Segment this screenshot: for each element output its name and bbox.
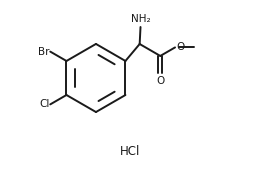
Text: Br: Br [38,47,49,57]
Text: O: O [156,75,164,85]
Text: Cl: Cl [39,99,49,109]
Text: NH₂: NH₂ [131,14,150,24]
Text: O: O [176,42,185,52]
Text: HCl: HCl [120,145,140,158]
